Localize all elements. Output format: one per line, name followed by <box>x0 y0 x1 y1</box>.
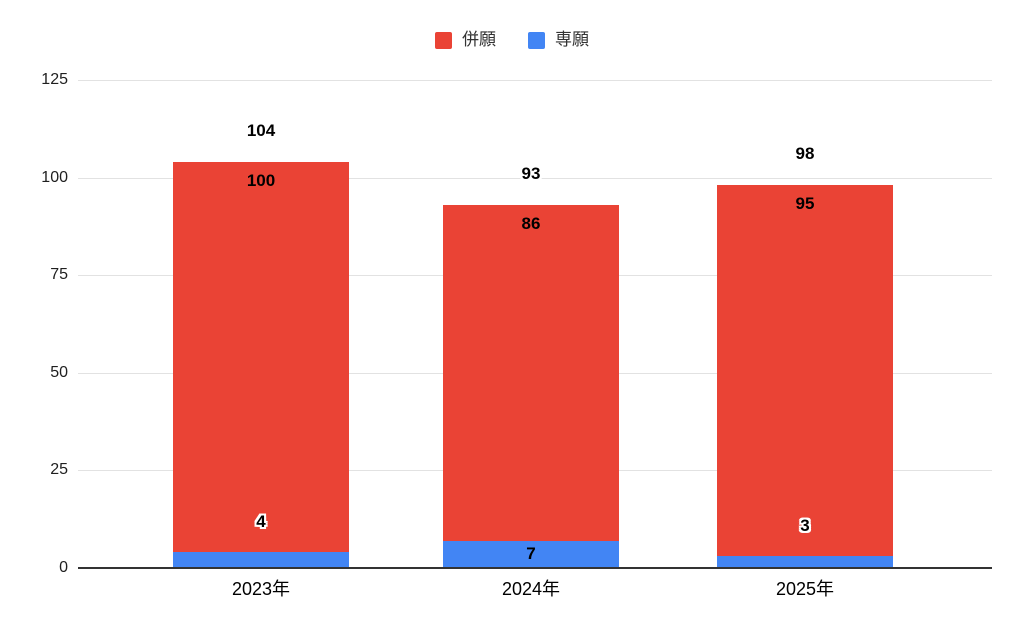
bar-segment-heigan <box>717 185 893 557</box>
gridline <box>78 80 992 81</box>
legend-swatch-blue <box>528 31 545 49</box>
legend-swatch-red <box>435 31 452 49</box>
value-label-heigan: 86 <box>521 213 541 233</box>
value-label-heigan: 100 <box>246 170 276 190</box>
x-axis-label: 2023年 <box>231 579 291 599</box>
gridline <box>78 177 992 179</box>
x-axis-label: 2024年 <box>501 579 561 599</box>
value-label-sengan: 3 <box>800 516 810 536</box>
y-axis-tick-label: 25 <box>50 461 68 479</box>
total-label: 98 <box>795 144 815 164</box>
legend-label: 専願 <box>555 30 589 49</box>
y-axis-tick-label: 75 <box>50 266 68 284</box>
x-axis-line <box>78 567 992 569</box>
total-label: 104 <box>246 120 276 140</box>
chart-legend: 併願 専願 <box>0 30 1024 50</box>
bar-segment-sengan <box>443 540 619 568</box>
legend-item-sengan: 専願 <box>528 30 589 50</box>
total-label: 93 <box>521 163 541 183</box>
bar-segment-heigan <box>173 161 349 553</box>
y-axis-tick-label: 100 <box>41 168 68 186</box>
y-axis-tick-label: 50 <box>50 363 68 381</box>
legend-label: 併願 <box>462 30 496 49</box>
y-axis-tick-label: 125 <box>41 71 68 88</box>
bar-segment-sengan <box>717 556 893 568</box>
x-axis-label: 2025年 <box>775 579 835 599</box>
value-label-sengan: 7 <box>526 544 536 564</box>
legend-item-heigan: 併願 <box>435 30 496 50</box>
value-label-sengan: 4 <box>256 512 266 532</box>
value-label-heigan: 95 <box>795 194 815 214</box>
y-axis-tick-label: 0 <box>59 559 68 576</box>
bar-segment-sengan <box>173 552 349 568</box>
bar-segment-heigan <box>443 204 619 541</box>
